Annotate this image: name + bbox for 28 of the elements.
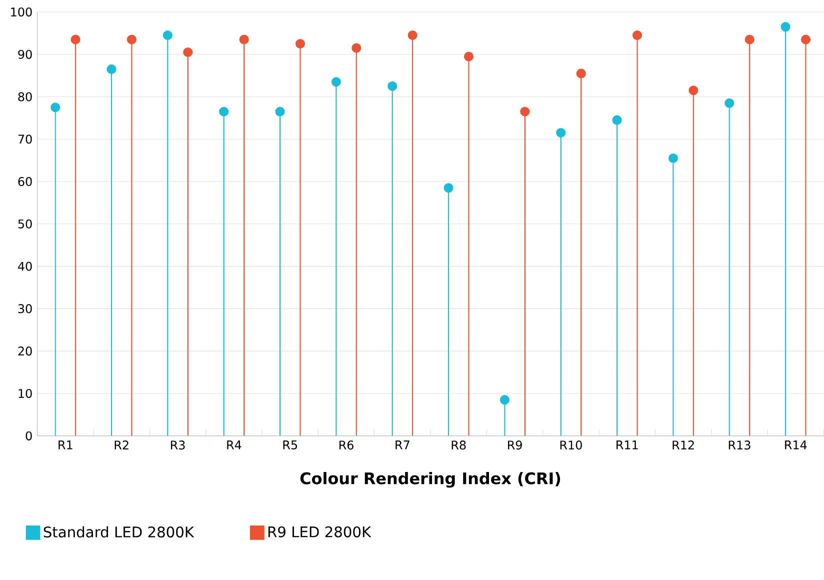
x-tick-label: R5	[283, 440, 298, 450]
y-tick-label: 90	[18, 50, 32, 59]
x-tick-label: R6	[339, 440, 354, 450]
y-tick-label: 10	[18, 389, 32, 398]
y-tick-label: 60	[18, 177, 32, 186]
y-tick-label: 30	[18, 304, 32, 314]
y-tick-label: 50	[18, 219, 32, 229]
x-tick-label: R3	[170, 440, 185, 450]
x-tick-label: R8	[452, 440, 466, 450]
x-tick-label: R1	[58, 440, 72, 450]
x-tick-label: R9	[508, 440, 522, 450]
x-tick-label: R11	[616, 440, 638, 450]
x-tick-label: R14	[785, 440, 807, 450]
x-tick-label: R7	[396, 440, 410, 450]
y-tick-label: 70	[18, 134, 32, 144]
x-tick-label: R4	[227, 440, 242, 450]
x-tick-label: R13	[728, 440, 750, 450]
x-axis-title: Colour Rendering Index (CRI)	[300, 472, 560, 488]
y-tick-label: 40	[18, 262, 32, 271]
y-tick-label: 100	[11, 8, 32, 17]
legend-label: Standard LED 2800K	[44, 526, 194, 538]
y-tick-label: 0	[26, 431, 32, 440]
legend-label: R9 LED 2800K	[268, 526, 372, 538]
x-tick-label: R12	[672, 440, 694, 450]
y-tick-label: 80	[18, 92, 32, 102]
y-tick-label: 20	[18, 346, 32, 356]
x-tick-label: R2	[114, 440, 128, 450]
x-tick-label: R10	[560, 440, 582, 450]
